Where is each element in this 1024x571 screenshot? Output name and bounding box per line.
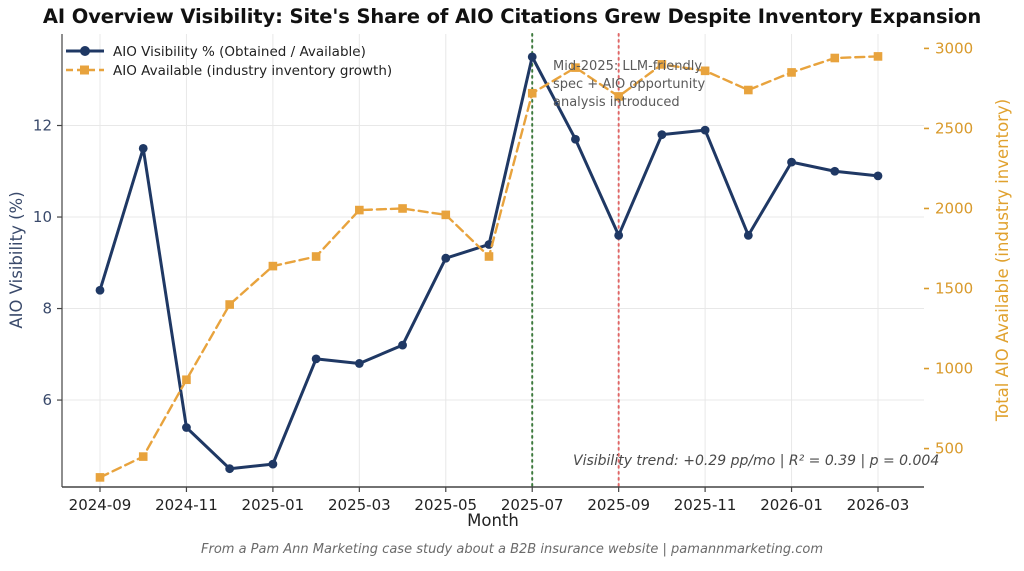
data-point (225, 464, 235, 474)
chart-title: AI Overview Visibility: Site's Share of … (42, 5, 982, 28)
y-tick-label-right: 500 (935, 440, 964, 458)
legend-label-available: AIO Available (industry inventory growth… (113, 63, 392, 79)
chart-footer-caption: From a Pam Ann Marketing case study abou… (201, 542, 823, 557)
data-point (787, 68, 796, 77)
data-point (355, 205, 364, 215)
y-tick-label-right: 2000 (935, 199, 973, 217)
data-point (657, 130, 667, 140)
data-point (830, 53, 840, 63)
data-point (484, 252, 494, 261)
data-series-group (95, 52, 883, 482)
data-point (700, 66, 710, 76)
y-tick-label-right: 2500 (935, 119, 973, 137)
y-tick-label-left: 8 (42, 300, 52, 318)
x-tick-label: 2025-05 (414, 496, 477, 514)
x-tick-label: 2026-03 (847, 496, 910, 514)
data-point (268, 459, 278, 469)
legend-marker-visibility (80, 46, 90, 56)
data-point (311, 252, 321, 261)
data-point (268, 261, 278, 271)
x-tick-label: 2025-03 (328, 496, 391, 514)
data-point (398, 340, 407, 350)
y-tick-label-left: 12 (33, 117, 52, 135)
data-point (744, 85, 753, 95)
data-point (830, 166, 840, 176)
data-point (441, 210, 451, 220)
y-tick-label-right: 1500 (935, 280, 973, 298)
x-tick-label: 2026-01 (760, 496, 823, 514)
gridlines (62, 34, 924, 487)
data-point (657, 60, 667, 69)
data-point (571, 134, 580, 144)
data-point (441, 253, 451, 263)
y-axis-left-label: AIO Visibility (%) (7, 191, 26, 328)
data-point (398, 204, 407, 213)
y-axis-left-ticks: 6 8 10 12 (33, 117, 62, 409)
x-tick-label: 2025-09 (587, 496, 650, 514)
data-point (95, 473, 105, 482)
data-point (700, 125, 710, 135)
data-point (354, 359, 364, 368)
data-point (182, 375, 191, 385)
x-tick-label: 2025-01 (242, 496, 305, 514)
x-axis-label: Month (467, 511, 519, 530)
x-axis-ticks: 2024-09 2024-11 2025-01 2025-03 2025-05 2025-… (69, 487, 910, 514)
data-point (225, 300, 234, 309)
data-point (873, 171, 883, 181)
data-point (787, 157, 796, 167)
annotation-line-2: spec + AIO opportunity (553, 77, 705, 92)
data-point (873, 52, 883, 61)
data-point (614, 92, 623, 101)
data-point (571, 63, 580, 72)
data-point (138, 452, 148, 461)
y-axis-right-label: Total AIO Available (industry inventory) (993, 99, 1012, 422)
chart-legend: AIO Visibility % (Obtained / Available) … (66, 44, 392, 79)
data-point (527, 52, 537, 62)
y-tick-label-right: 3000 (935, 39, 973, 57)
x-tick-label: 2025-07 (501, 496, 564, 514)
x-tick-label: 2024-09 (69, 496, 132, 514)
legend-label-visibility: AIO Visibility % (Obtained / Available) (113, 44, 366, 60)
y-axis-right-ticks: 500 1000 1500 2000 2500 3000 (924, 39, 973, 458)
y-tick-label-right: 1000 (935, 360, 973, 378)
stats-annotation: Visibility trend: +0.29 pp/mo | R² = 0.3… (573, 453, 939, 469)
event-annotation: Mid-2025: LLM-friendly spec + AIO opport… (553, 59, 705, 110)
event-vertical-lines (531, 33, 620, 488)
x-tick-label: 2025-11 (674, 496, 737, 514)
data-point (743, 230, 753, 240)
y-tick-label-left: 10 (33, 208, 52, 226)
annotation-line-3: analysis introduced (553, 95, 680, 110)
y-tick-label-left: 6 (42, 391, 52, 409)
data-point (138, 143, 148, 153)
data-point (311, 354, 321, 364)
data-point (95, 285, 105, 295)
data-point (614, 230, 624, 240)
annotation-line-1: Mid-2025: LLM-friendly (553, 59, 702, 74)
data-point (527, 88, 537, 98)
legend-marker-available (80, 65, 89, 75)
x-tick-label: 2024-11 (155, 496, 218, 514)
data-point (182, 423, 191, 432)
